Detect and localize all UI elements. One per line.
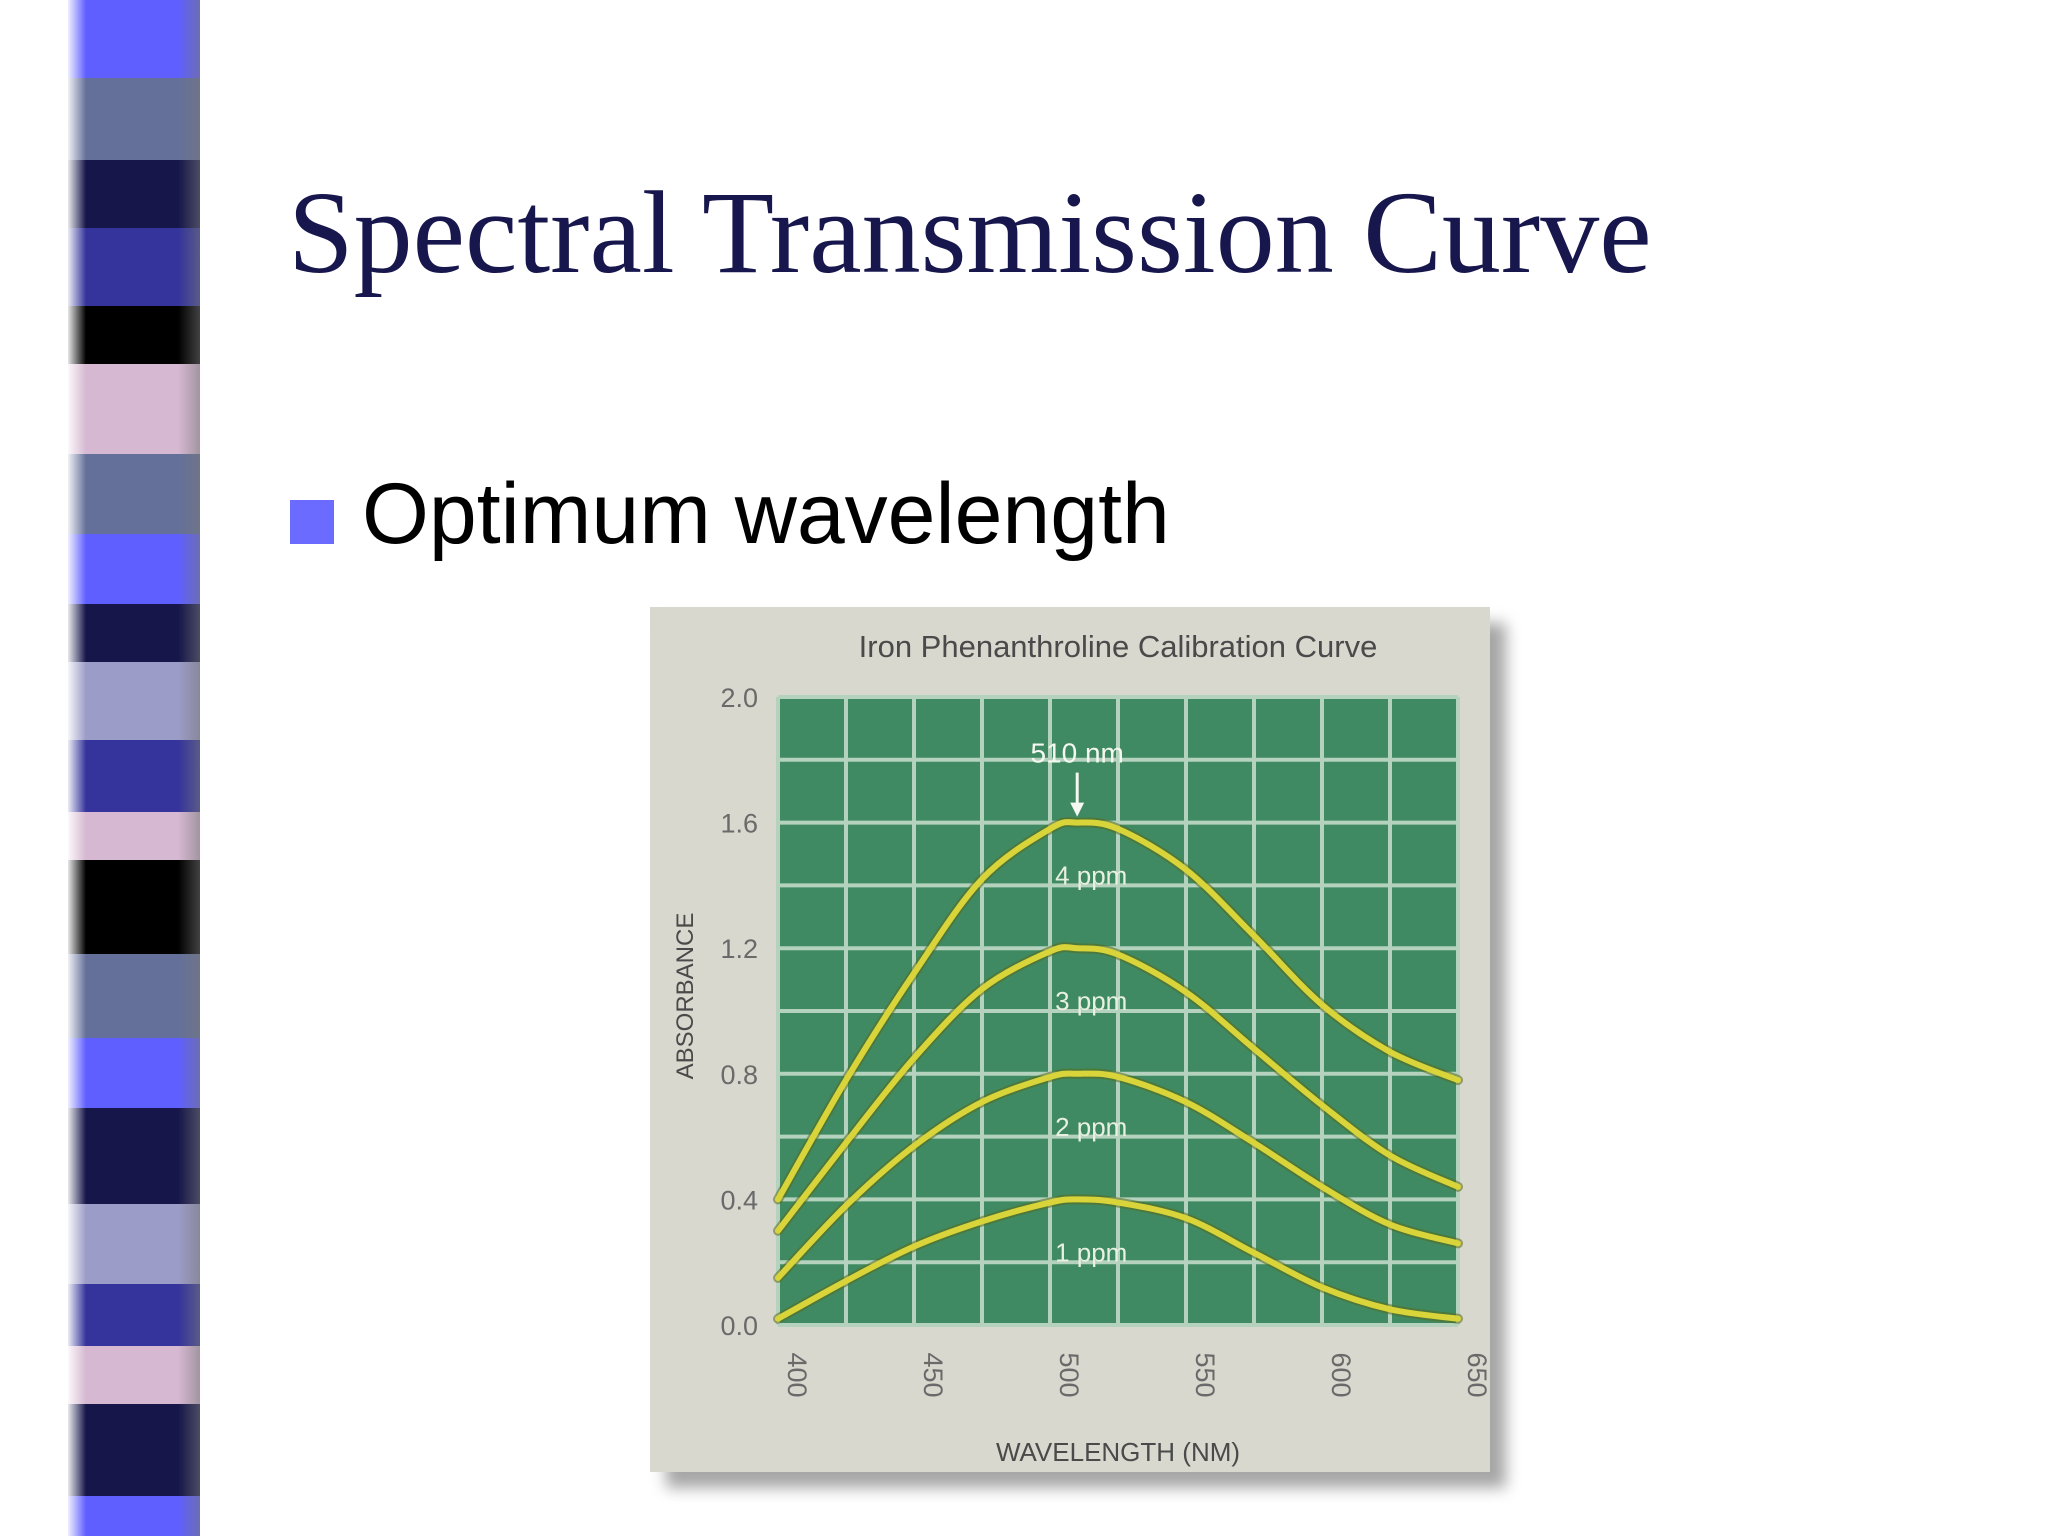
bullet-square-icon xyxy=(290,500,334,544)
stripe xyxy=(68,1284,200,1346)
x-tick-label: 450 xyxy=(918,1352,948,1397)
stripe xyxy=(68,812,200,860)
y-tick-label: 2.0 xyxy=(720,683,758,713)
stripe xyxy=(68,228,200,306)
chart-title: Iron Phenanthroline Calibration Curve xyxy=(859,629,1378,664)
y-axis-label: ABSORBANCE xyxy=(672,913,699,1080)
stripe xyxy=(68,306,200,364)
series-label: 2 ppm xyxy=(1055,1112,1127,1142)
x-tick-label: 550 xyxy=(1190,1352,1220,1397)
annotation-arrow-head xyxy=(1070,802,1085,817)
y-tick-label: 1.2 xyxy=(720,934,758,964)
x-tick-label: 600 xyxy=(1326,1352,1356,1397)
series-line xyxy=(775,1196,1461,1322)
series-label: 1 ppm xyxy=(1055,1237,1127,1267)
plot-area: 0.0 0.4 0.8 1.2 1.6 2.0 400 450 500 550 600 650 4 pp… xyxy=(720,683,1490,1398)
stripe xyxy=(68,1204,200,1284)
series-label: 3 ppm xyxy=(1055,986,1127,1016)
stripe xyxy=(68,1496,200,1536)
x-tick-label: 400 xyxy=(782,1352,812,1397)
stripe xyxy=(68,662,200,740)
stripe xyxy=(68,160,200,228)
y-tick-label: 0.8 xyxy=(720,1060,758,1090)
series-line xyxy=(775,1070,1461,1281)
series-line xyxy=(775,944,1461,1234)
decorative-stripe-bar xyxy=(68,0,200,1536)
stripe xyxy=(68,78,200,160)
stripe xyxy=(68,1404,200,1496)
annotation-label: 510 nm xyxy=(1030,738,1123,769)
chart: Iron Phenanthroline Calibration Curve 0.… xyxy=(650,607,1490,1472)
series-line xyxy=(775,819,1461,1203)
slide-title: Spectral Transmission Curve xyxy=(288,167,1652,298)
stripe xyxy=(68,954,200,1038)
stripe xyxy=(68,364,200,454)
stripe xyxy=(68,1108,200,1204)
series-label: 4 ppm xyxy=(1055,861,1127,891)
x-tick-label: 650 xyxy=(1462,1352,1490,1397)
chart-frame: Iron Phenanthroline Calibration Curve 0.… xyxy=(650,607,1490,1472)
stripe xyxy=(68,604,200,662)
stripe xyxy=(68,860,200,954)
y-tick-label: 0.0 xyxy=(720,1311,758,1341)
stripe xyxy=(68,1346,200,1404)
y-tick-label: 1.6 xyxy=(720,809,758,839)
bullet-text: Optimum wavelength xyxy=(362,466,1170,562)
x-tick-label: 500 xyxy=(1054,1352,1084,1397)
stripe xyxy=(68,1038,200,1108)
stripe xyxy=(68,0,200,78)
x-axis-label: WAVELENGTH (NM) xyxy=(996,1437,1240,1467)
stripe xyxy=(68,740,200,812)
y-tick-label: 0.4 xyxy=(720,1185,758,1215)
stripe xyxy=(68,534,200,604)
stripe xyxy=(68,454,200,534)
